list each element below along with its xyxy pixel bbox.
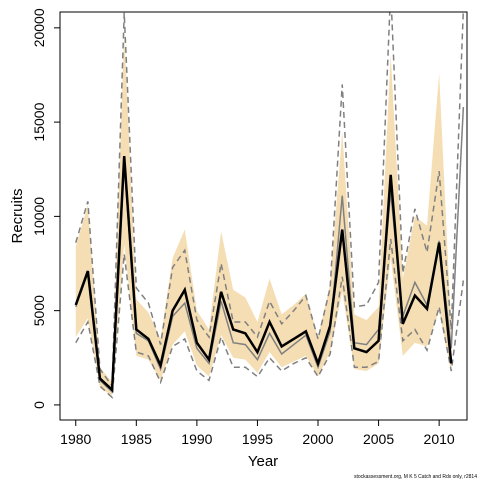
- x-tick-label: 1985: [121, 431, 152, 447]
- x-tick-label: 1995: [242, 431, 273, 447]
- x-tick-label: 2005: [363, 431, 394, 447]
- x-tick-label: 2010: [424, 431, 455, 447]
- y-tick-label: 0: [31, 401, 47, 409]
- x-tick-label: 1980: [60, 431, 91, 447]
- plot-area: [74, 12, 465, 399]
- x-axis-label: Year: [248, 453, 278, 470]
- x-tick-label: 2000: [302, 431, 333, 447]
- y-tick-label: 10000: [31, 197, 47, 236]
- footnote: stockassessment.org, M K 5 Catch and Rdx…: [354, 474, 477, 480]
- y-axis-label: Recruits: [9, 188, 26, 243]
- y-tick-label: 20000: [31, 8, 47, 47]
- y-tick-label: 15000: [31, 102, 47, 141]
- series-line: [75, 12, 465, 389]
- series-line: [74, 155, 453, 393]
- series-line: [75, 238, 465, 399]
- confidence-band: [75, 31, 452, 396]
- y-tick-label: 5000: [31, 295, 47, 326]
- x-tick-label: 1990: [181, 431, 212, 447]
